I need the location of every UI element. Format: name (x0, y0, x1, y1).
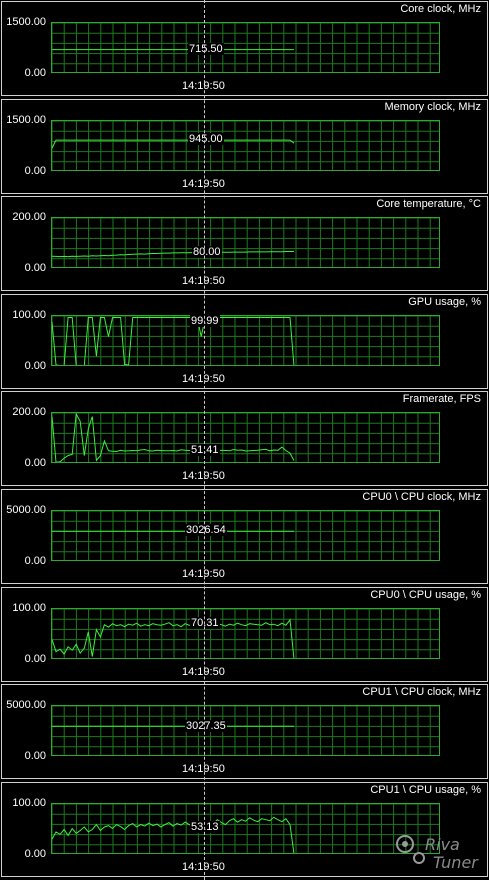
chart-title: Memory clock, MHz (384, 100, 481, 113)
chart-title: CPU1 \ CPU usage, % (370, 783, 481, 796)
plot-area[interactable] (51, 412, 440, 464)
chart-panel: CPU0 \ CPU clock, MHz 5000.00 0.00 3026.54 1… (1, 489, 488, 584)
chart-svg (52, 23, 439, 72)
chart-title: CPU0 \ CPU usage, % (370, 588, 481, 601)
chart-svg (52, 315, 439, 365)
chart-panel: CPU1 \ CPU clock, MHz 5000.00 0.00 3027.35 1… (1, 684, 488, 780)
chart-panel: Core temperature, °C 200.00 0.00 80.00 14:19… (1, 196, 488, 292)
chart-svg (52, 120, 439, 170)
y-min-tick-label: 0.00 (24, 555, 46, 567)
timestamp-label: 14:19:50 (182, 80, 225, 92)
chart-title: CPU1 \ CPU clock, MHz (362, 686, 481, 699)
chart-panel: GPU usage, % 100.00 0.00 99.99 14:19:50 (1, 293, 488, 389)
chart-svg (52, 218, 439, 268)
plot-area[interactable] (51, 510, 440, 561)
chart-svg (52, 608, 439, 658)
chart-svg (52, 413, 439, 463)
y-max-tick-label: 5000.00 (6, 699, 46, 712)
y-max-tick-label: 200.00 (12, 211, 46, 224)
y-max-tick-label: 1500.00 (6, 113, 46, 126)
chart-panel: CPU1 \ CPU usage, % 100.00 0.00 53.13 14:19:… (1, 781, 488, 877)
y-min-tick-label: 0.00 (24, 164, 46, 177)
plot-area[interactable] (51, 217, 440, 269)
series-line (52, 316, 295, 365)
y-min-tick-label: 0.00 (24, 457, 46, 470)
y-min-tick-label: 0.00 (24, 652, 46, 665)
rivatuner-logo: Riva Tuner (396, 835, 479, 872)
time-cursor-line[interactable] (204, 0, 205, 880)
current-value-label: 3027.35 (185, 719, 227, 732)
y-max-tick-label: 100.00 (12, 601, 46, 614)
series-line (52, 618, 295, 658)
chart-title: GPU usage, % (408, 295, 481, 308)
current-value-label: 945.00 (188, 132, 224, 145)
series-line (52, 251, 294, 258)
chart-title: Core clock, MHz (400, 3, 481, 15)
timestamp-label: 14:19:50 (182, 372, 225, 385)
chart-panel: Framerate, FPS 200.00 0.00 51.41 14:19:50 (1, 391, 488, 487)
series-line (52, 413, 295, 463)
current-value-label: 3026.54 (185, 524, 227, 537)
y-max-tick-label: 100.00 (12, 796, 46, 809)
plot-area[interactable] (51, 22, 440, 73)
chart-svg (52, 803, 439, 853)
plot-area[interactable] (51, 802, 440, 854)
svg-text:Riva: Riva (425, 835, 460, 854)
y-min-tick-label: 0.00 (24, 847, 46, 860)
timestamp-label: 14:19:50 (182, 275, 225, 288)
chart-panel: CPU0 \ CPU usage, % 100.00 0.00 70.31 14:19:… (1, 586, 488, 682)
timestamp-label: 14:19:50 (182, 665, 225, 678)
series-line (52, 139, 295, 148)
y-max-tick-label: 200.00 (12, 406, 46, 419)
y-max-tick-label: 1500.00 (6, 16, 46, 28)
chart-title: CPU0 \ CPU clock, MHz (362, 491, 481, 503)
plot-area[interactable] (51, 119, 440, 171)
timestamp-label: 14:19:50 (182, 860, 225, 873)
chart-panel: Core clock, MHz 1500.00 0.00 715.50 14:19:50 (1, 1, 488, 96)
plot-area[interactable] (51, 705, 440, 757)
y-min-tick-label: 0.00 (24, 67, 46, 79)
series-line (52, 816, 295, 853)
y-min-tick-label: 0.00 (24, 359, 46, 372)
chart-svg (52, 511, 439, 560)
y-max-tick-label: 5000.00 (6, 504, 46, 516)
y-max-tick-label: 100.00 (12, 308, 46, 321)
chart-panel: Memory clock, MHz 1500.00 0.00 945.00 14:19:… (1, 98, 488, 194)
plot-area[interactable] (51, 607, 440, 659)
chart-title: Core temperature, °C (376, 198, 481, 211)
chart-svg (52, 706, 439, 756)
timestamp-label: 14:19:50 (182, 763, 225, 776)
current-value-label: 80.00 (192, 245, 222, 258)
svg-text:Tuner: Tuner (433, 853, 479, 872)
y-min-tick-label: 0.00 (24, 750, 46, 763)
chart-title: Framerate, FPS (402, 393, 481, 406)
timestamp-label: 14:19:50 (182, 177, 225, 190)
plot-area[interactable] (51, 314, 440, 366)
timestamp-label: 14:19:50 (182, 568, 225, 580)
current-value-label: 715.50 (188, 42, 224, 55)
timestamp-label: 14:19:50 (182, 470, 225, 483)
y-min-tick-label: 0.00 (24, 262, 46, 275)
